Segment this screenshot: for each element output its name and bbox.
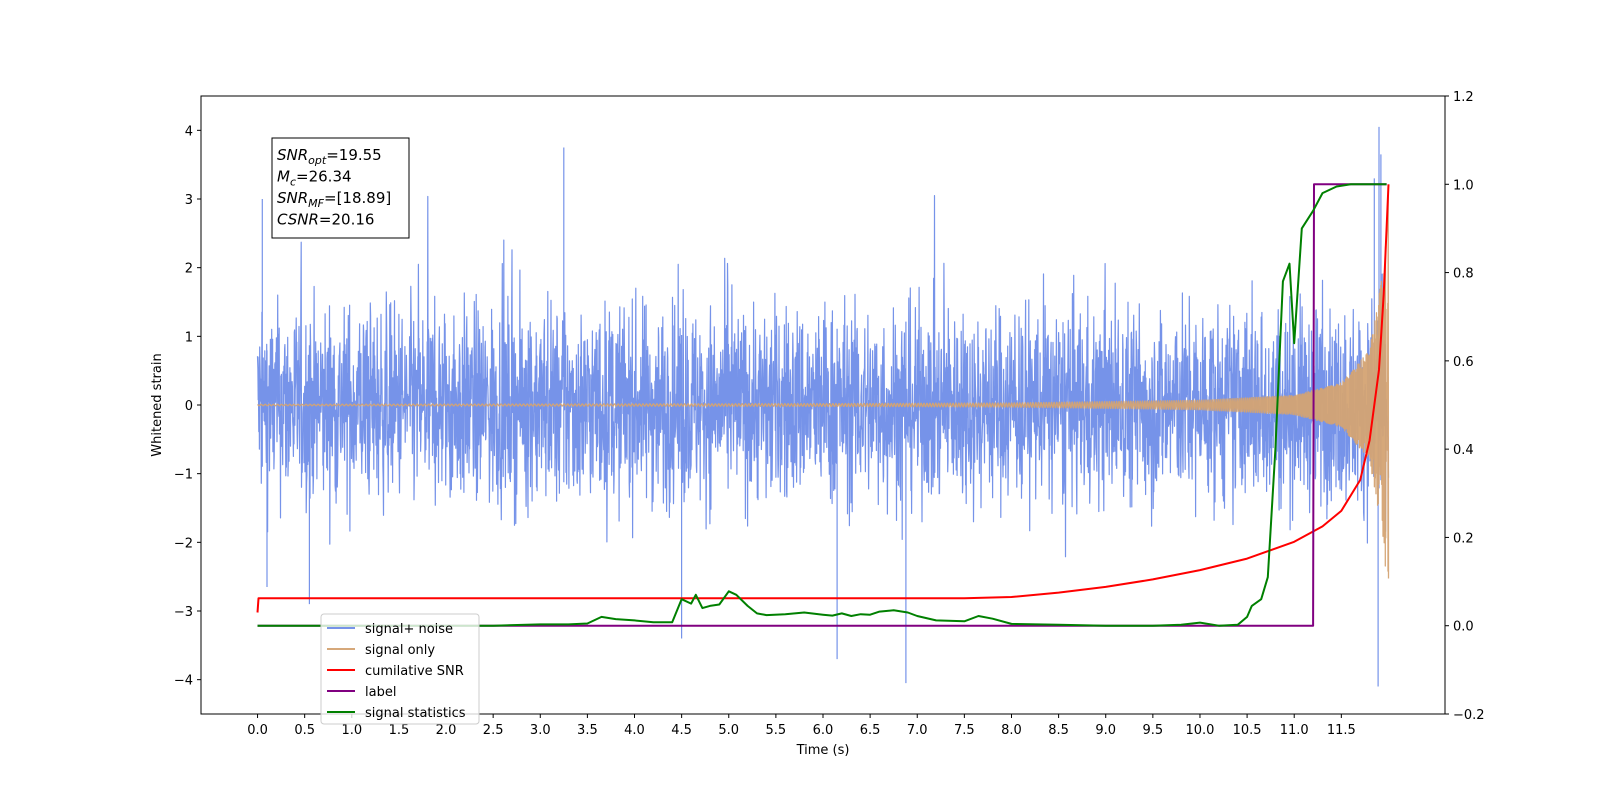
annotation-line: SNRMF=[18.89] [277, 189, 391, 210]
x-tick-label: 9.5 [1143, 723, 1164, 738]
x-tick-label: 6.5 [860, 723, 881, 738]
x-tick-label: 1.0 [341, 723, 362, 738]
legend-label: signal+ noise [365, 622, 453, 637]
y-tick-label: −1 [174, 468, 193, 483]
series-signal-only-line [257, 195, 1390, 579]
y-tick-label: −2 [174, 536, 193, 551]
y2-tick-label: 0.2 [1453, 531, 1474, 546]
annotation-line: SNRopt=19.55 [277, 146, 382, 167]
annotation-line: CSNR=20.16 [277, 211, 374, 229]
x-tick-label: 8.0 [1001, 723, 1022, 738]
x-tick-label: 11.0 [1280, 723, 1309, 738]
y-tick-label: 3 [185, 193, 193, 208]
x-tick-label: 3.5 [577, 723, 598, 738]
y2-tick-label: 0.6 [1453, 355, 1474, 370]
y2-tick-label: 1.0 [1453, 178, 1474, 193]
legend-label: label [365, 685, 396, 700]
series-cumilative-snr-line [256, 184, 1390, 613]
x-tick-label: 3.0 [530, 723, 551, 738]
x-tick-label: 2.5 [483, 723, 504, 738]
y2-tick-label: 1.2 [1453, 90, 1474, 105]
tick-layer: 0.0 0.5 1.0 1.5 2.0 2.5 3.0 3.5 4.0 4.5 5.0 5.5 6.0 6… [174, 90, 1485, 738]
x-tick-label: 7.0 [907, 723, 928, 738]
x-tick-label: 7.5 [954, 723, 975, 738]
x-tick-label: 8.5 [1048, 723, 1069, 738]
y-tick-label: 2 [185, 262, 193, 277]
y-tick-label: 4 [185, 124, 193, 139]
legend-label: signal only [365, 643, 435, 658]
legend-frame [320, 613, 480, 725]
x-tick-label: 10.0 [1185, 723, 1214, 738]
annotation-line: Mc=26.34 [277, 168, 352, 189]
x-tick-label: 5.0 [718, 723, 739, 738]
plot-area [256, 126, 1390, 687]
legend: signal+ noise signal only cumilative SNR la… [320, 613, 480, 725]
x-tick-label: 0.0 [247, 723, 268, 738]
series-signal-statistics-line [257, 183, 1387, 627]
x-tick-label: 6.0 [813, 723, 834, 738]
y-tick-label: 0 [185, 399, 193, 414]
x-tick-label: 11.5 [1327, 723, 1356, 738]
x-axis-label: Time (s) [796, 743, 850, 758]
x-tick-label: 4.5 [671, 723, 692, 738]
y2-tick-label: −0.2 [1453, 708, 1485, 723]
annotation-frame [271, 137, 410, 239]
y-tick-label: 1 [185, 330, 193, 345]
annotation-box: SNRopt=19.55Mc=26.34SNRMF=[18.89]CSNR=20… [271, 137, 410, 239]
y-tick-label: −3 [174, 605, 193, 620]
x-tick-label: 4.0 [624, 723, 645, 738]
legend-label: cumilative SNR [365, 664, 464, 679]
x-tick-label: 10.5 [1233, 723, 1262, 738]
x-tick-label: 9.0 [1095, 723, 1116, 738]
x-tick-label: 1.5 [389, 723, 410, 738]
y2-tick-label: 0.4 [1453, 443, 1474, 458]
y2-tick-label: 0.8 [1453, 267, 1474, 282]
x-tick-label: 5.5 [766, 723, 787, 738]
y-tick-label: −4 [174, 674, 193, 689]
x-tick-label: 2.0 [436, 723, 457, 738]
legend-label: signal statistics [365, 706, 466, 721]
y-axis-label: Whitened strain [150, 353, 165, 456]
x-tick-label: 0.5 [294, 723, 315, 738]
y2-tick-label: 0.0 [1453, 620, 1474, 635]
